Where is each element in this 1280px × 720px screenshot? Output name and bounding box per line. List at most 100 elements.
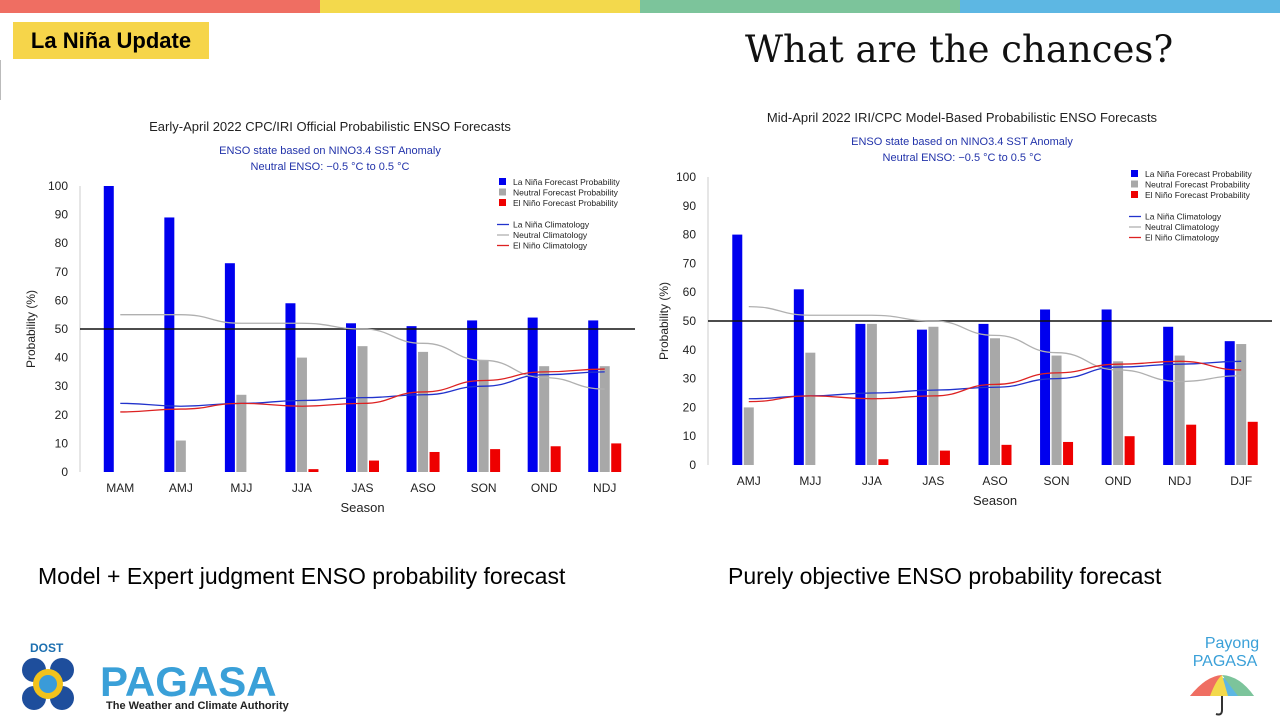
y-tick-label: 60: [683, 285, 697, 299]
top-bar-green: [640, 0, 960, 13]
legend-swatch: [499, 178, 506, 185]
x-tick-label: AMJ: [169, 481, 193, 495]
top-bar-blue: [960, 0, 1280, 13]
slide-heading: What are the chances?: [745, 28, 1174, 71]
x-tick-label: AMJ: [737, 474, 761, 488]
el-nino-bar: [490, 449, 501, 472]
y-tick-label: 80: [55, 236, 69, 250]
x-tick-label: JAS: [351, 481, 373, 495]
top-color-bar: [0, 0, 1280, 13]
x-tick-label: ASO: [410, 481, 435, 495]
x-tick-label: SON: [1044, 474, 1070, 488]
y-tick-label: 30: [683, 372, 697, 386]
x-tick-label: SON: [471, 481, 497, 495]
y-tick-label: 50: [683, 314, 697, 328]
el-nino-bar: [369, 460, 379, 472]
chart-subtitle-range: Neutral ENSO: −0.5 °C to 0.5 °C: [883, 152, 1042, 164]
legend-label: Neutral Forecast Probability: [513, 188, 619, 198]
la-nina-bar: [978, 323, 989, 465]
neutral-bar: [296, 357, 307, 472]
y-tick-label: 50: [55, 322, 69, 336]
neutral-bar: [1051, 355, 1062, 465]
chart-title: Mid-April 2022 IRI/CPC Model-Based Proba…: [767, 110, 1158, 125]
la-nina-bar: [224, 263, 235, 472]
y-tick-label: 30: [55, 379, 69, 393]
x-tick-label: ASO: [982, 474, 1007, 488]
la-nina-bar: [732, 234, 743, 465]
y-tick-label: 80: [683, 228, 697, 242]
x-tick-label: OND: [1105, 474, 1132, 488]
neutral-bar: [1174, 355, 1185, 465]
la-nina-bar: [916, 329, 927, 465]
la-nina-bar: [406, 326, 417, 472]
x-tick-label: NDJ: [1168, 474, 1191, 488]
el-nino-bar: [1124, 436, 1135, 465]
el-nino-bar: [939, 450, 950, 465]
chart-subtitle-range: Neutral ENSO: −0.5 °C to 0.5 °C: [251, 161, 410, 173]
legend-swatch: [499, 188, 506, 196]
y-axis-label: Probability (%): [24, 290, 38, 368]
chart-early-april: Early-April 2022 CPC/IRI Official Probab…: [24, 119, 635, 515]
legend-swatch: [1131, 191, 1138, 198]
la-nina-bar: [793, 289, 804, 465]
logo-name-text: PAGASA: [100, 658, 277, 705]
la-nina-bar: [467, 320, 478, 472]
caption-left: Model + Expert judgment ENSO probability…: [38, 563, 566, 589]
neutral-climatology-line: [748, 305, 1242, 383]
el-nino-bar: [429, 451, 440, 472]
y-tick-label: 0: [689, 458, 696, 472]
umbrella-icon: [1190, 675, 1254, 716]
la-nina-bar: [164, 217, 175, 472]
legend-label: El Niño Climatology: [1145, 233, 1220, 243]
pagasa-logo: DOST PAGASA The Weather and Climate Auth…: [22, 641, 290, 712]
x-tick-label: OND: [531, 481, 558, 495]
el-nino-bar: [308, 469, 319, 472]
y-tick-label: 0: [61, 465, 68, 479]
legend-swatch: [499, 199, 506, 206]
la-nina-bar: [1224, 341, 1235, 465]
neutral-bar: [1113, 361, 1124, 465]
el-nino-bar: [1186, 424, 1197, 465]
legend-swatch: [1131, 170, 1138, 177]
el-nino-bar: [878, 459, 889, 465]
neutral-bar: [866, 323, 877, 465]
payong-pagasa-logo: Payong PAGASA: [1190, 635, 1259, 716]
legend-label: La Niña Climatology: [513, 220, 590, 230]
legend-label: El Niño Climatology: [513, 241, 588, 251]
la-nina-bar: [1163, 326, 1174, 465]
neutral-bar: [236, 394, 247, 472]
chart-mid-april: Mid-April 2022 IRI/CPC Model-Based Proba…: [657, 110, 1272, 508]
y-tick-label: 70: [55, 265, 69, 279]
pagasa-small-text: PAGASA: [1193, 653, 1258, 670]
neutral-bar: [478, 360, 489, 472]
y-tick-label: 20: [55, 408, 69, 422]
el-nino-bar: [1001, 444, 1012, 465]
la-nina-bar: [588, 320, 599, 472]
x-tick-label: MAM: [106, 481, 134, 495]
left-divider: [0, 60, 1, 100]
legend-swatch: [1131, 180, 1138, 188]
neutral-bar: [418, 351, 429, 472]
la-nina-bar: [285, 303, 296, 472]
y-tick-label: 40: [55, 351, 69, 365]
el-nino-climatology-line: [120, 368, 605, 413]
x-tick-label: JJA: [292, 481, 312, 495]
legend-label: La Niña Forecast Probability: [1145, 169, 1253, 179]
y-tick-label: 40: [683, 343, 697, 357]
legend-label: El Niño Forecast Probability: [1145, 190, 1251, 200]
neutral-bar: [743, 407, 754, 465]
chart-subtitle: ENSO state based on NINO3.4 SST Anomaly: [851, 136, 1073, 148]
chart-subtitle: ENSO state based on NINO3.4 SST Anomaly: [219, 145, 441, 157]
x-tick-label: NDJ: [593, 481, 616, 495]
la-nina-climatology-line: [120, 371, 605, 407]
neutral-bar: [175, 440, 186, 472]
y-axis-label: Probability (%): [657, 282, 671, 360]
la-nina-bar: [527, 317, 538, 472]
neutral-bar: [357, 346, 368, 472]
el-nino-bar: [550, 446, 561, 472]
caption-right: Purely objective ENSO probability foreca…: [728, 563, 1162, 589]
el-nino-bar: [1247, 421, 1258, 465]
top-bar-yellow: [320, 0, 640, 13]
y-tick-label: 90: [683, 199, 697, 213]
legend-label: La Niña Climatology: [1145, 212, 1222, 222]
